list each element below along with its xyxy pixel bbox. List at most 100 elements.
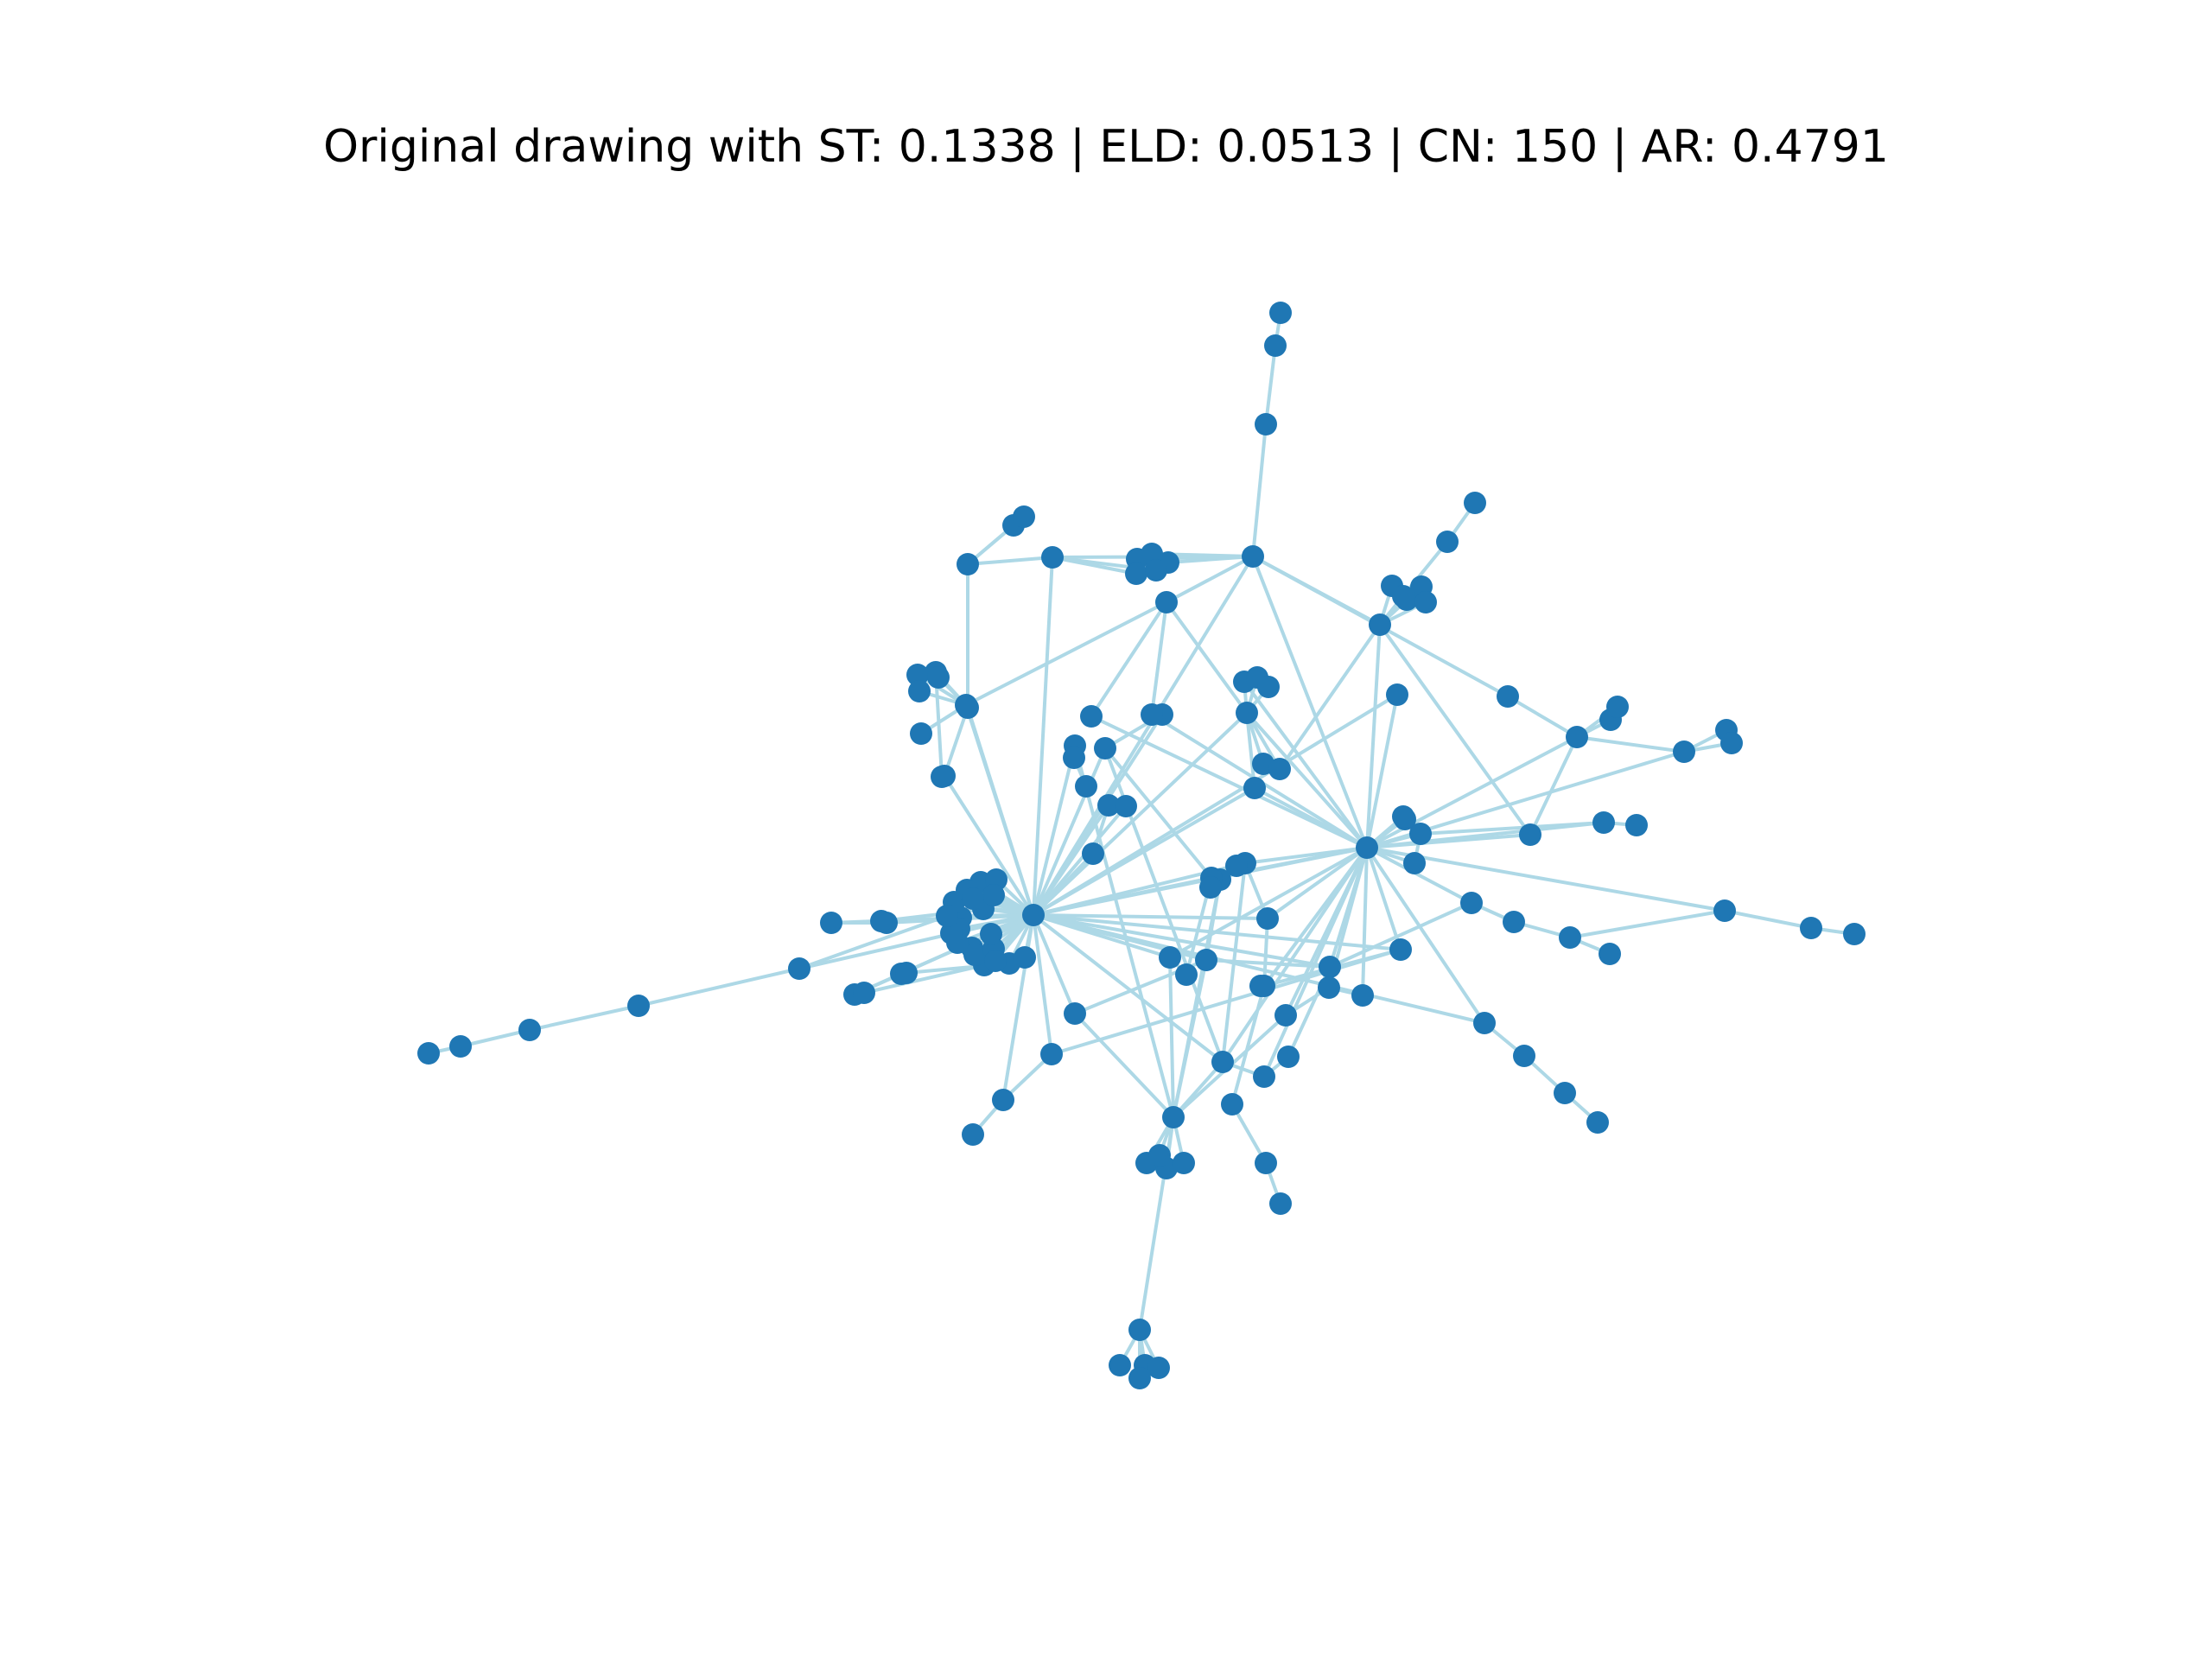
graph-edge — [1366, 821, 1605, 849]
graph-node — [1386, 683, 1408, 706]
graph-node — [910, 722, 932, 745]
graph-node — [1436, 531, 1459, 553]
graph-edge — [1150, 601, 1168, 715]
graph-node — [980, 923, 1002, 945]
graph-node — [1063, 747, 1085, 769]
graph-edge — [1569, 909, 1726, 939]
graph-node — [1115, 795, 1137, 817]
graph-node — [1369, 613, 1391, 636]
graph-node — [1269, 302, 1292, 324]
graph-edge — [1103, 747, 1213, 880]
graph-edge — [966, 707, 1035, 916]
graph-node — [1094, 737, 1116, 760]
graph-node — [1255, 413, 1277, 435]
graph-edge — [1032, 745, 1077, 916]
graph-edge — [1051, 948, 1402, 1056]
graph-edge — [1365, 847, 1402, 950]
graph-node — [1673, 741, 1695, 763]
graph-node — [1274, 1004, 1297, 1027]
graph-node — [1175, 963, 1198, 986]
graph-node — [1257, 676, 1280, 698]
graph-node — [1159, 946, 1181, 969]
graph-edge — [1278, 623, 1382, 771]
graph-node — [1409, 823, 1432, 845]
graph-node — [908, 680, 931, 702]
graph-node — [1586, 1111, 1609, 1134]
graph-node — [931, 766, 953, 788]
graph-edge — [1090, 601, 1168, 718]
graph-edge — [638, 967, 800, 1007]
graph-node — [1225, 855, 1248, 877]
graph-node — [963, 944, 986, 966]
graph-edge — [965, 601, 1167, 707]
graph-edge — [1032, 747, 1107, 916]
graph-edge — [1172, 959, 1208, 1118]
graph-node — [1109, 1354, 1131, 1376]
graph-edge — [1073, 1012, 1175, 1119]
graph-edge — [1032, 914, 1053, 1055]
graph-node — [1268, 758, 1291, 780]
graph-node — [1242, 545, 1264, 568]
graph-node — [1392, 585, 1414, 607]
graph-node — [1464, 492, 1486, 514]
graph-edge — [1032, 713, 1164, 917]
graph-node — [1460, 892, 1483, 914]
graph-node — [1221, 1093, 1243, 1116]
graph-node — [1720, 732, 1743, 754]
graph-node — [1800, 917, 1822, 939]
graph-edge — [529, 1004, 639, 1032]
graph-edge — [1378, 623, 1532, 836]
graph-node — [1022, 904, 1045, 926]
graph-node — [1255, 1152, 1277, 1174]
graph-edge — [1361, 847, 1369, 996]
graph-node — [895, 962, 918, 984]
graph-edge — [1329, 901, 1472, 969]
graph-node — [1264, 334, 1287, 357]
graph-node — [1625, 814, 1648, 836]
graph-edge — [1365, 624, 1382, 849]
graph-edge — [1167, 555, 1254, 564]
graph-node — [1040, 1043, 1063, 1065]
graph-edge — [1724, 909, 1812, 930]
graph-edge — [1366, 846, 1472, 905]
graph-node — [1414, 591, 1437, 613]
graph-edge — [1230, 985, 1266, 1105]
graph-node — [1253, 1065, 1275, 1088]
graph-node — [1403, 852, 1426, 874]
graph-node — [1211, 1051, 1234, 1073]
graph-edge — [1221, 846, 1369, 1064]
graph-node — [1592, 811, 1615, 834]
graph-node — [1513, 1045, 1535, 1067]
graph-node — [1249, 975, 1272, 997]
graph-edge — [798, 914, 948, 970]
graph-node — [1473, 1012, 1496, 1034]
graph-edge — [1033, 876, 1212, 917]
graph-edge — [1262, 847, 1369, 1077]
graph-node — [1356, 836, 1378, 859]
graph-edge — [1576, 735, 1685, 753]
graph-node — [1713, 899, 1736, 922]
graph-node — [1554, 1082, 1576, 1104]
graph-edge — [1033, 913, 1331, 969]
graph-edge — [1245, 712, 1256, 789]
graph-node — [1128, 1319, 1151, 1341]
graph-node — [1082, 842, 1104, 865]
graph-edge — [967, 556, 1053, 566]
graph-edge — [943, 774, 1035, 917]
graph-node — [1843, 923, 1866, 945]
graph-node — [1155, 591, 1178, 613]
graph-edge — [1166, 555, 1254, 604]
graph-edge — [1032, 914, 1077, 1014]
graph-edge — [1366, 846, 1726, 912]
graph-node — [1064, 1002, 1086, 1025]
graph-node — [1075, 775, 1097, 798]
graph-edge — [1251, 423, 1268, 557]
graph-edge — [1032, 804, 1128, 917]
graph-edge — [1032, 556, 1054, 916]
graph-node — [1243, 777, 1266, 799]
graph-edge — [1420, 821, 1605, 836]
graph-edge — [1245, 711, 1369, 849]
graph-node — [1141, 703, 1163, 726]
graph-node — [962, 887, 984, 910]
graph-node — [1041, 546, 1064, 569]
